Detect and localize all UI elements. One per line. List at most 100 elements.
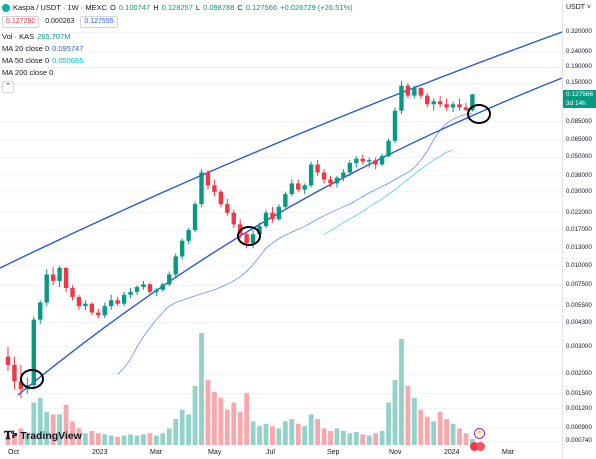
low-label: L [195,3,201,12]
price-tick-label: 0.085000 [566,117,592,125]
support-circle-annotation [467,104,491,124]
candle-body [470,94,475,111]
candle-body [218,191,224,205]
close-label: C [237,3,243,12]
volume-bar [237,411,243,445]
candle-body [57,267,62,281]
volume-bar [437,411,443,445]
channel-upper-line [0,31,562,269]
volume-bar [263,423,269,445]
ma50-value: 0.055665 [52,56,84,65]
volume-bar [134,435,140,445]
price-tick-label: 0.190000 [566,63,592,71]
candle-body [412,88,417,96]
candle-body [83,303,88,307]
volume-bar [392,380,398,445]
ma20-value: 0.095747 [52,44,84,53]
candle-body [147,284,153,292]
volume-bar [379,430,385,445]
event-flag-icon-1[interactable] [470,442,479,451]
volume-bar [444,419,449,445]
spread-value: 0.000263 [45,18,75,25]
symbol-title[interactable]: Kaspa / USDT · 1W · MEXC [13,3,108,12]
volume-row[interactable]: Vol · KAS 265.707M [2,31,353,43]
price-tick-label: 0.030000 [566,187,592,195]
high-label: H [153,3,159,12]
candle-body [347,163,353,173]
price-scale[interactable] [562,0,596,459]
bid-ask-row: 0.127292 0.000263 0.127555 [2,16,353,28]
volume-bar [282,421,288,445]
ask-price[interactable]: 0.127555 [80,16,118,28]
candle-body [76,296,82,307]
candle-body [263,212,269,227]
volume-bar [102,434,108,445]
ma20-label: MA 20 close 0 [2,44,50,53]
time-tick-label: Sep [327,449,340,456]
candle-body [257,226,262,235]
time-tick-label: 2024 [444,449,460,456]
volume-bar [418,409,424,445]
candle-body [109,300,114,307]
candle-body [354,158,359,164]
tradingview-logo[interactable]: 𝐓ⰽ TradingView [4,428,82,443]
symbol-row[interactable]: Kaspa / USDT · 1W · MEXC O 0.100747 H 0.12… [2,2,353,14]
high-value: 0.128257 [161,3,193,12]
volume-bar [153,435,159,445]
ma200-row[interactable]: MA 200 close 0 [2,67,353,79]
candle-body [321,172,327,180]
candle-body [289,183,294,195]
price-chart[interactable] [0,0,562,459]
volume-bar [173,419,179,445]
price-tick-label: 0.150000 [566,79,592,87]
volume-bar [89,430,95,445]
price-tick-label: 0.065000 [566,135,592,143]
ma50-row[interactable]: MA 50 close 0 0.055665 [2,55,353,67]
candle-body [296,183,301,190]
volume-bar [95,433,101,445]
candle-body [379,156,385,165]
time-tick-label: Oct [8,449,19,456]
volume-bar [302,426,308,445]
currency-selector[interactable]: USDT ˅ [566,4,591,11]
volume-bar [295,423,301,445]
volume-bar [450,423,456,445]
event-flag-icon-2[interactable] [476,442,485,451]
candle-body [418,88,423,96]
volume-bar [31,402,37,445]
candle-body [302,185,307,190]
candle-body [167,274,172,285]
volume-label: Vol · KAS [2,32,35,41]
time-tick-label: Nov [389,449,402,456]
candle-body [205,172,211,186]
candle-body [212,185,217,192]
volume-bar [115,436,121,445]
support-circle-annotation [20,369,44,389]
volume-bar [141,434,146,445]
ma50-line [323,149,454,235]
open-value: 0.100747 [118,3,151,12]
lightning-icon[interactable]: ⚡ [474,428,485,439]
candle-body [89,303,95,313]
volume-bar [431,421,437,445]
volume-bar [160,433,166,445]
volume-bar [37,397,43,445]
volume-bar [315,419,320,445]
kaspa-logo-icon [2,4,10,12]
volume-bar [18,428,24,445]
collapse-legend-icon[interactable]: ⌃ [2,81,14,93]
volume-bar [244,393,250,445]
candle-body [315,164,320,173]
ma20-row[interactable]: MA 20 close 0 0.095747 [2,43,353,55]
volume-bar [463,433,469,445]
volume-bar [334,428,340,445]
volume-bar [270,426,275,445]
candle-body [341,172,346,178]
price-tick-label: 0.000900 [566,424,592,432]
candle-body [373,160,378,165]
bid-price[interactable]: 0.127292 [2,16,40,28]
price-tick-label: 0.038000 [566,171,592,179]
candle-body [70,287,75,297]
price-tick-label: 0.000740 [566,437,592,445]
